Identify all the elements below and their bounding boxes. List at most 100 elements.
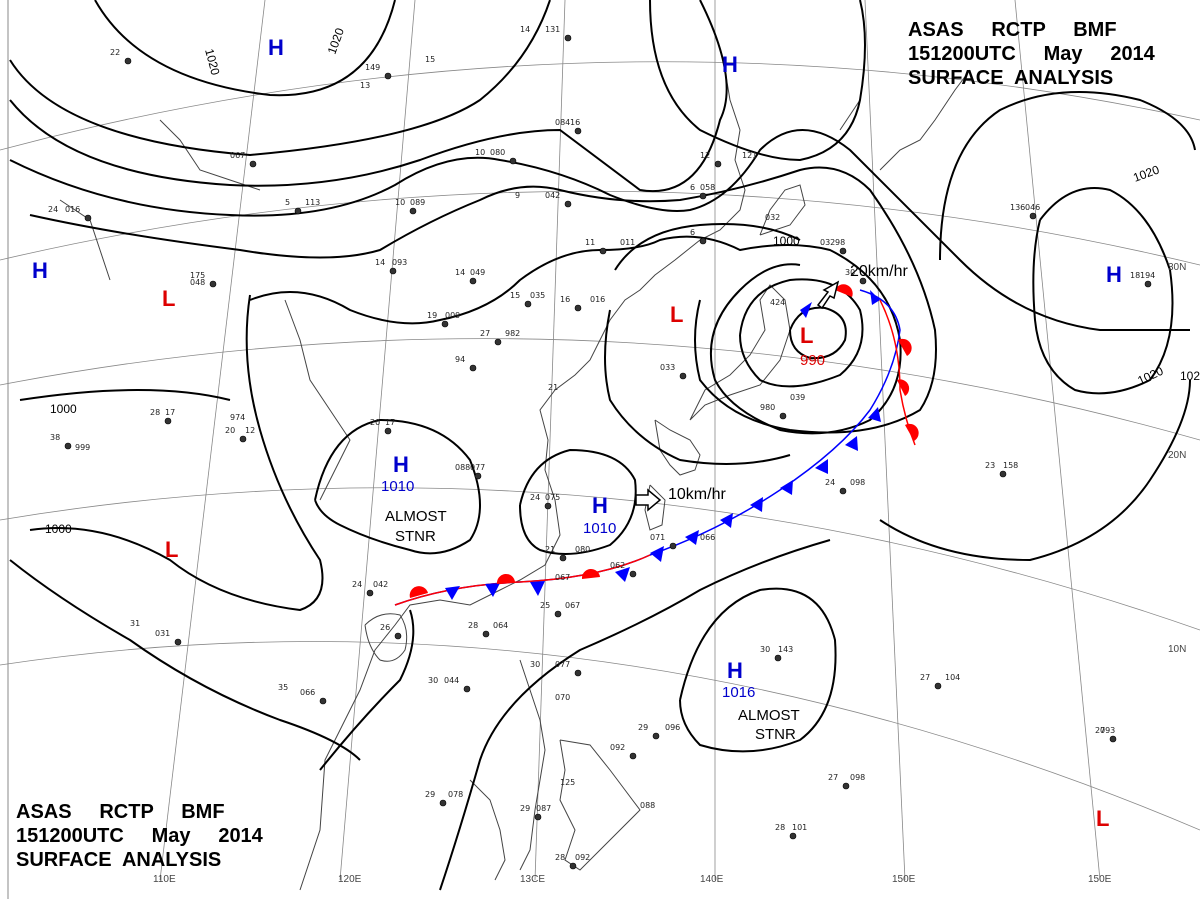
high-center: H <box>727 658 743 683</box>
station-marker-icon <box>439 799 447 807</box>
station-value: 27 <box>828 773 838 782</box>
station-value: 033 <box>660 363 675 372</box>
footer-line-3: SURFACE ANALYSIS <box>16 849 222 871</box>
longitude-label: 13CE <box>520 874 545 885</box>
station-marker-icon <box>294 207 302 215</box>
high-center: H <box>592 493 608 518</box>
station-value: 28 <box>150 408 160 417</box>
motion-arrow-icon <box>635 488 662 512</box>
station-value: 016 <box>65 205 80 214</box>
motion-label: 10km/hr <box>668 486 726 503</box>
station-marker-icon <box>999 470 1007 478</box>
station-marker-icon <box>842 782 850 790</box>
station-value: 6 <box>690 228 695 237</box>
low-center: L <box>165 537 178 562</box>
station-value: 19 <box>427 311 437 320</box>
station-marker-icon <box>474 472 482 480</box>
station-value: 087 <box>536 804 551 813</box>
station-value: 062 <box>610 561 625 570</box>
station-value: 046 <box>1025 203 1040 212</box>
station-marker-icon <box>509 157 517 165</box>
station-marker-icon <box>554 610 562 618</box>
station-value: 067 <box>555 573 570 582</box>
station-value: 077 <box>470 463 485 472</box>
motion-arrows: 20km/hr 10km/hr <box>635 263 908 512</box>
station-value: 092 <box>575 853 590 862</box>
longitude-label: 110E <box>153 874 176 885</box>
station-value: 24 <box>530 493 540 502</box>
station-marker-icon <box>574 127 582 135</box>
station-marker-icon <box>1109 735 1117 743</box>
stnr-label: STNR <box>395 528 436 545</box>
station-value: 35 <box>278 683 288 692</box>
station-value: 18 <box>1130 271 1140 280</box>
coordinate-labels: 110E 120E 13CE 140E 150E 150E 30N 20N 10… <box>153 262 1186 885</box>
station-value: 089 <box>410 198 425 207</box>
station-value: 078 <box>448 790 463 799</box>
station-marker-icon <box>544 502 552 510</box>
station-value: 982 <box>505 329 520 338</box>
station-value: 28 <box>555 853 565 862</box>
station-value: 092 <box>610 743 625 752</box>
stationary-annotations: ALMOST STNR ALMOST STNR <box>385 508 800 743</box>
station-value: 042 <box>545 191 560 200</box>
isobars <box>9 0 1196 891</box>
latitude-label: 10N <box>1168 644 1186 655</box>
station-value: 24 <box>352 580 362 589</box>
station-marker-icon <box>319 697 327 705</box>
station-marker-icon <box>679 372 687 380</box>
station-marker-icon <box>934 682 942 690</box>
station-value: 011 <box>620 238 635 247</box>
station-value: 38 <box>50 433 60 442</box>
station-value: 136 <box>1010 203 1025 212</box>
station-marker-icon <box>574 669 582 677</box>
station-value: 064 <box>493 621 508 630</box>
station-value: 17 <box>165 408 175 417</box>
station-marker-icon <box>714 160 722 168</box>
high-center: H <box>393 452 409 477</box>
station-marker-icon <box>1029 212 1037 220</box>
footer-line-1: ASAS RCTP BMF <box>16 801 225 823</box>
station-value: 15 <box>510 291 520 300</box>
station-value: 042 <box>373 580 388 589</box>
station-marker-icon <box>559 554 567 562</box>
longitude-label: 150E <box>1088 874 1112 885</box>
station-value: 21 <box>545 545 555 554</box>
station-marker-icon <box>494 338 502 346</box>
station-value: 096 <box>665 723 680 732</box>
low-center: L <box>670 302 683 327</box>
longitude-label: 150E <box>892 874 916 885</box>
high-center: H <box>268 35 284 60</box>
station-value: 080 <box>575 545 590 554</box>
station-value: 098 <box>850 478 865 487</box>
station-marker-icon <box>409 207 417 215</box>
header-title-block: ASAS RCTP BMF 151200UTC May 2014 SURFACE… <box>908 18 1155 90</box>
station-marker-icon <box>469 364 477 372</box>
station-value: 044 <box>444 676 459 685</box>
station-value: 070 <box>555 693 570 702</box>
pressure-values: 1010 1010 1016 990 <box>381 352 825 701</box>
station-value: 194 <box>1140 271 1155 280</box>
station-value: 20 <box>370 418 380 427</box>
station-value: 31 <box>130 619 140 628</box>
station-marker-icon <box>534 813 542 821</box>
isobar-labels: 1020 1020 1020 1020 1000 1000 1000 1020 <box>45 26 1200 536</box>
station-marker-icon <box>64 442 72 450</box>
stnr-label: STNR <box>755 726 796 743</box>
station-value: 21 <box>548 383 558 392</box>
station-value: 16 <box>560 295 570 304</box>
station-value: 158 <box>1003 461 1018 470</box>
station-value: 30 <box>845 268 855 277</box>
isobar-label: 1020 <box>1180 369 1200 383</box>
station-value: 12 <box>700 151 710 160</box>
low-center: L <box>800 323 813 348</box>
station-value: 30 <box>428 676 438 685</box>
station-value: 23 <box>985 461 995 470</box>
latitude-lines <box>0 61 1200 831</box>
station-value: 974 <box>230 413 245 422</box>
station-marker-icon <box>209 280 217 288</box>
high-value: 1010 <box>381 478 414 495</box>
station-marker-icon <box>629 570 637 578</box>
station-marker-icon <box>789 832 797 840</box>
